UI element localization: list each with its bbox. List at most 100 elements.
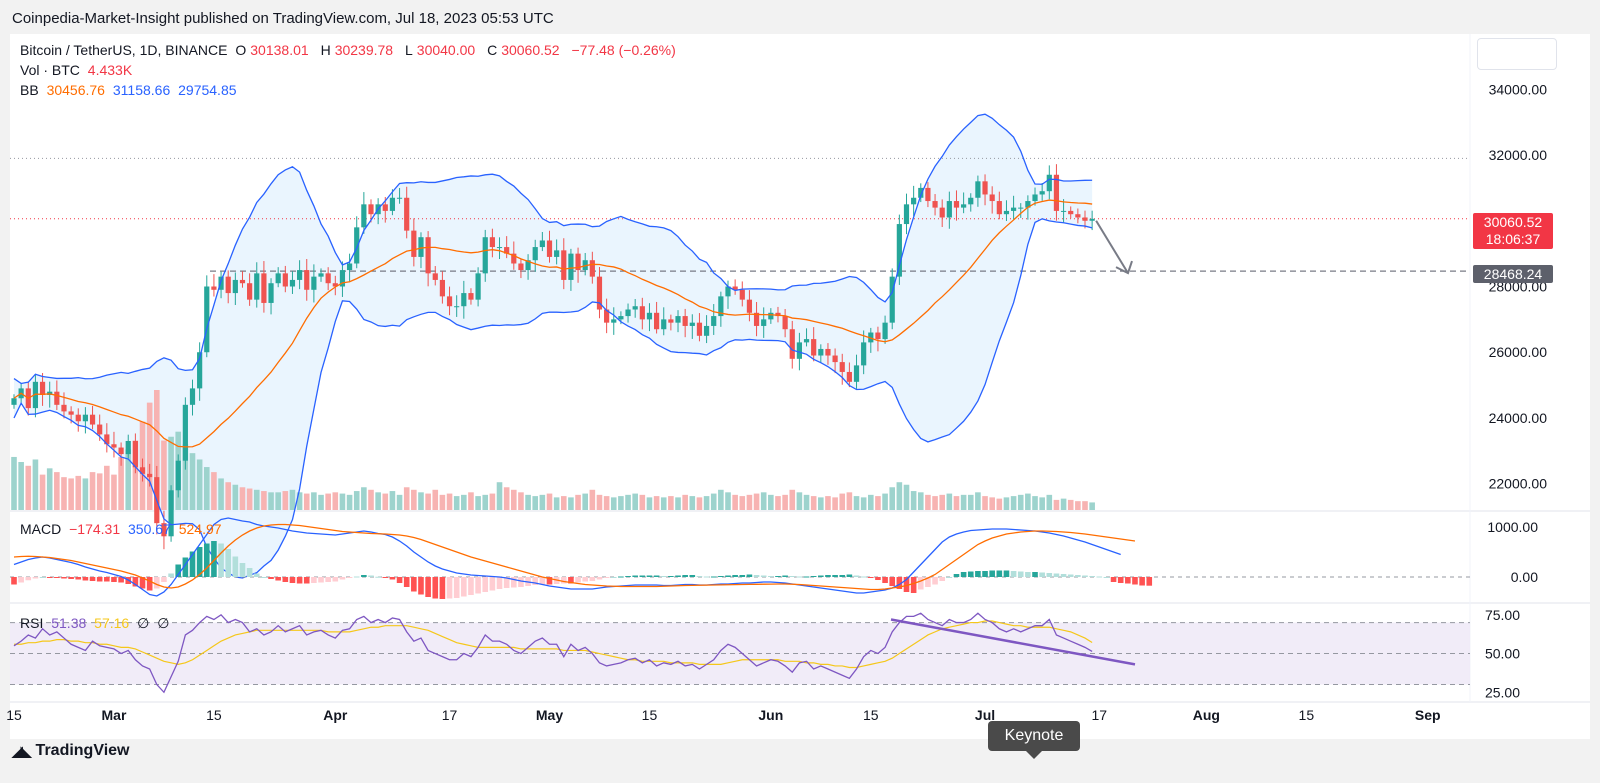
candle-body-105 <box>761 319 767 326</box>
macd-hist-bar-52 <box>382 577 389 578</box>
bb-lower-line <box>13 218 1093 579</box>
macd-hist-bar-85 <box>618 576 624 578</box>
macd-hist-bar-61 <box>446 577 453 599</box>
volume-bar-79 <box>575 494 581 510</box>
macd-hist-bar-108 <box>782 575 788 577</box>
macd-hist-bar-152 <box>1096 576 1103 578</box>
volume-bar-12 <box>96 473 103 510</box>
rsi-line <box>13 612 1093 694</box>
macd-hist-bar-99 <box>718 576 724 577</box>
tradingview-logo-text: TradingView <box>35 742 130 759</box>
macd-tick-label-1: 0.00 <box>1511 569 1538 585</box>
macd-hist-bar-5 <box>46 577 53 578</box>
volume-bar-30 <box>225 482 231 510</box>
volume-bar-8 <box>68 478 74 510</box>
macd-hist-bar-122 <box>882 577 888 583</box>
volume-bar-36 <box>268 492 274 510</box>
volume-bar-83 <box>603 496 610 510</box>
macd-hist-bar-50 <box>368 575 374 577</box>
macd-hist-bar-104 <box>753 575 760 577</box>
macd-hist-bar-155 <box>1117 577 1124 583</box>
macd-legend[interactable]: MACD −174.31 350.67 524.97 <box>20 521 226 537</box>
tradingview-logo[interactable]: ◢◣ TradingView <box>12 742 130 760</box>
candle-body-112 <box>811 339 817 356</box>
volume-bar-143 <box>1032 496 1038 510</box>
macd-hist-bar-13 <box>104 577 110 582</box>
candle-body-41 <box>304 270 310 290</box>
candle-body-102 <box>739 289 745 300</box>
macd-hist-bar-59 <box>432 577 439 599</box>
volume-bar-13 <box>104 465 110 510</box>
macd-hist-bar-66 <box>482 577 489 592</box>
volume-bar-146 <box>1053 499 1060 510</box>
volume-bar-57 <box>418 492 424 510</box>
macd-hist-bar-127 <box>917 577 924 590</box>
chart-svg[interactable]: 34000.0032000.0028000.0026000.0024000.00… <box>0 0 1600 740</box>
macd-hist-bar-3 <box>32 577 39 579</box>
macd-hist-bar-93 <box>675 575 681 577</box>
candle-body-68 <box>496 247 503 249</box>
volume-bar-39 <box>289 489 296 510</box>
candle-body-44 <box>325 273 331 284</box>
volume-bar-15 <box>118 456 124 510</box>
macd-hist-bar-92 <box>668 576 674 577</box>
chart-settings-box[interactable] <box>1477 38 1557 70</box>
candle-body-15 <box>118 447 124 455</box>
volume-bar-80 <box>582 493 588 510</box>
volume-bar-126 <box>910 491 917 510</box>
macd-hist-bar-11 <box>89 577 96 581</box>
macd-hist-bar-18 <box>139 577 146 589</box>
bb-legend[interactable]: BB 30456.76 31158.66 29754.85 <box>20 82 241 98</box>
volume-bar-102 <box>739 496 746 510</box>
candle-body-85 <box>618 316 624 320</box>
time-tick-label-6: 15 <box>642 707 658 723</box>
volume-bar-46 <box>339 493 346 510</box>
macd-hist-bar-111 <box>803 576 810 578</box>
volume-bar-119 <box>860 497 867 510</box>
rsi-legend[interactable]: RSI 51.38 57.16 ∅ ∅ <box>20 615 173 632</box>
volume-bar-53 <box>389 491 396 510</box>
volume-bar-16 <box>125 449 132 510</box>
volume-bar-97 <box>703 496 710 510</box>
macd-hist-bar-15 <box>118 577 124 583</box>
keynote-tooltip[interactable]: Keynote <box>988 721 1080 759</box>
macd-hist-bar-44 <box>325 577 331 582</box>
candle-body-135 <box>975 181 981 198</box>
candle-body-133 <box>961 204 967 208</box>
volume-bar-131 <box>946 493 953 510</box>
candle-body-99 <box>718 296 724 317</box>
volume-bar-10 <box>82 478 89 510</box>
volume-bar-99 <box>718 489 724 510</box>
candle-body-13 <box>104 434 110 445</box>
volume-value: 4.433K <box>87 62 133 78</box>
rsi-tick-label-0: 75.00 <box>1485 607 1520 623</box>
candle-body-30 <box>225 276 231 294</box>
volume-bar-125 <box>903 484 910 510</box>
volume-bar-60 <box>439 494 446 510</box>
candle-body-117 <box>846 371 852 382</box>
macd-hist-bar-143 <box>1032 572 1038 577</box>
volume-bar-21 <box>161 440 167 510</box>
candle-body-70 <box>511 253 517 264</box>
ohlc-close: C 30060.52 <box>487 42 560 58</box>
ohlc-low: L 30040.00 <box>404 42 476 58</box>
candle-body-36 <box>268 283 274 303</box>
candle-body-82 <box>596 276 603 310</box>
macd-hist-bar-22 <box>168 573 174 577</box>
volume-bar-70 <box>511 489 517 510</box>
volume-legend[interactable]: Vol · BTC 4.433K <box>20 62 136 78</box>
volume-bar-20 <box>154 390 160 510</box>
macd-hist-bar-80 <box>582 577 588 582</box>
candle-body-25 <box>189 388 196 405</box>
candle-body-29 <box>218 276 224 290</box>
volume-bar-19 <box>146 402 153 510</box>
macd-hist-bar-4 <box>39 577 46 578</box>
volume-bar-11 <box>89 472 96 510</box>
macd-hist-bar-145 <box>1046 573 1053 577</box>
candle-body-45 <box>332 283 338 287</box>
candle-body-7 <box>61 404 67 412</box>
macd-hist-bar-132 <box>953 574 960 577</box>
macd-hist-bar-17 <box>132 577 139 587</box>
macd-hist-bar-159 <box>1146 577 1153 586</box>
symbol-legend[interactable]: Bitcoin / TetherUS, 1D, BINANCE O 30138.0… <box>20 42 680 58</box>
